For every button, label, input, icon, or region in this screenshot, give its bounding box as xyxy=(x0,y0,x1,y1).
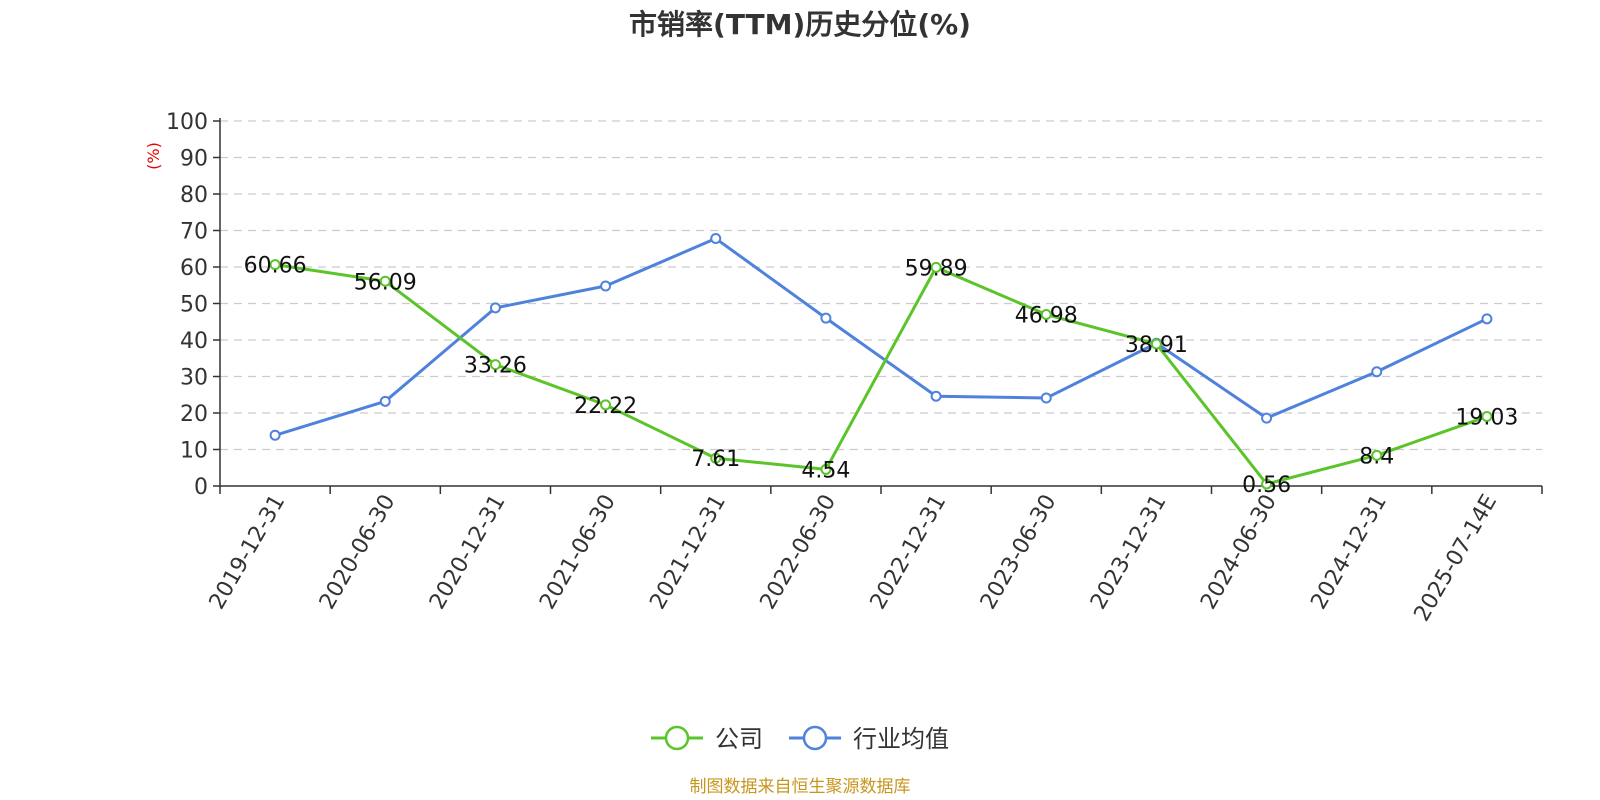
data-point[interactable] xyxy=(600,280,612,292)
data-label: 59.89 xyxy=(905,256,968,281)
data-label: 46.98 xyxy=(1015,304,1078,329)
y-tick-label: 10 xyxy=(180,439,208,464)
data-point[interactable] xyxy=(379,275,391,287)
series-line-0 xyxy=(274,263,1488,486)
data-point[interactable] xyxy=(930,390,942,402)
data-source: 制图数据来自恒生聚源数据库 xyxy=(690,777,911,797)
series-lines xyxy=(269,233,1493,490)
legend-circle-icon xyxy=(802,725,828,751)
data-point[interactable] xyxy=(820,463,832,475)
data-point[interactable] xyxy=(820,312,832,324)
x-tick-label: 2020-06-30 xyxy=(315,491,401,614)
y-tick-label: 0 xyxy=(194,475,208,500)
data-label: 60.66 xyxy=(244,254,307,279)
data-point[interactable] xyxy=(1481,411,1493,423)
data-point[interactable] xyxy=(1261,478,1273,490)
y-tick-label: 30 xyxy=(180,366,208,391)
data-point[interactable] xyxy=(489,302,501,314)
legend-label: 行业均值 xyxy=(853,725,949,753)
data-point[interactable] xyxy=(710,452,722,464)
x-tick-label: 2024-12-31 xyxy=(1306,491,1392,614)
y-tick-label: 20 xyxy=(180,402,208,427)
data-label: 22.22 xyxy=(574,394,637,419)
x-tick-label: 2021-12-31 xyxy=(645,491,731,614)
y-tick-label: 80 xyxy=(180,183,208,208)
data-point[interactable] xyxy=(379,395,391,407)
data-point[interactable] xyxy=(710,233,722,245)
y-tick-label: 100 xyxy=(166,110,208,135)
data-label: 4.54 xyxy=(801,458,850,483)
data-point[interactable] xyxy=(269,429,281,441)
chart-title: 市销率(TTM)历史分位(%) xyxy=(629,8,971,41)
data-point[interactable] xyxy=(269,259,281,271)
data-label: 0.56 xyxy=(1242,473,1291,498)
x-tick-label: 2019-12-31 xyxy=(205,491,291,614)
y-tick-label: 40 xyxy=(180,329,208,354)
legend-label: 公司 xyxy=(715,725,763,753)
data-labels: 60.66 56.09 33.26 22.22 7.61 4.54 59.89 46.98 38… xyxy=(244,254,1519,498)
data-point[interactable] xyxy=(600,399,612,411)
x-tick-label: 2025-07-14E xyxy=(1410,491,1503,626)
data-point[interactable] xyxy=(930,261,942,273)
data-label: 38.91 xyxy=(1125,333,1188,358)
legend-item[interactable]: 公司 xyxy=(651,725,763,753)
x-tick-label: 2020-12-31 xyxy=(425,491,511,614)
series-line-1 xyxy=(274,237,1488,437)
y-tick-label: 60 xyxy=(180,256,208,281)
data-label: 33.26 xyxy=(464,354,527,379)
data-point[interactable] xyxy=(489,359,501,371)
data-point[interactable] xyxy=(1371,366,1383,378)
axes: 0 10 20 30 40 50 60 70 80 90 100 2019-12-31 2020-06-… xyxy=(166,110,1543,626)
x-tick-label: 2022-12-31 xyxy=(866,491,952,614)
y-axis-unit: (%) xyxy=(144,142,163,170)
x-tick-label: 2023-12-31 xyxy=(1086,491,1172,614)
x-tick-label: 2021-06-30 xyxy=(535,491,621,614)
x-tick-label: 2023-06-30 xyxy=(976,491,1062,614)
y-tick-label: 50 xyxy=(180,293,208,318)
data-label: 19.03 xyxy=(1455,406,1518,431)
data-point[interactable] xyxy=(1261,412,1273,424)
legend[interactable]: 公司 行业均值 xyxy=(651,725,949,753)
x-tick-label: 2022-06-30 xyxy=(756,491,842,614)
data-label: 56.09 xyxy=(354,270,417,295)
legend-circle-icon xyxy=(664,725,690,751)
grid-lines xyxy=(220,120,1542,451)
data-point[interactable] xyxy=(1040,392,1052,404)
data-point[interactable] xyxy=(1040,309,1052,321)
y-tick-label: 90 xyxy=(180,147,208,172)
data-point[interactable] xyxy=(1371,449,1383,461)
data-point[interactable] xyxy=(1481,313,1493,325)
x-tick-label: 2024-06-30 xyxy=(1196,491,1282,614)
legend-item[interactable]: 行业均值 xyxy=(789,725,949,753)
data-label: 8.4 xyxy=(1359,444,1394,469)
y-tick-label: 70 xyxy=(180,220,208,245)
data-label: 7.61 xyxy=(691,447,740,472)
data-point[interactable] xyxy=(1150,338,1162,350)
